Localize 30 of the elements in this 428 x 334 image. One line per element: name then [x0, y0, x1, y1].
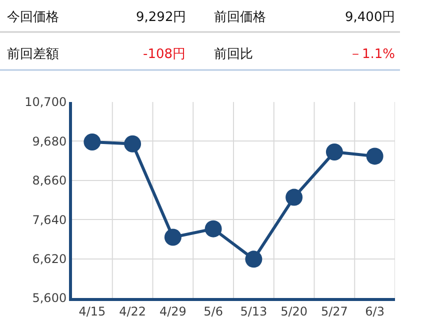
point — [204, 220, 222, 238]
point — [124, 135, 142, 152]
x-tick-label: 5/6 — [204, 304, 223, 318]
x-tick-label: 5/20 — [280, 304, 308, 318]
x-tick-label: 4/22 — [119, 304, 146, 318]
text: －1.1% — [349, 47, 396, 62]
point — [286, 188, 303, 206]
point — [245, 250, 262, 268]
point — [164, 228, 182, 246]
y-tick-label: 8,660 — [32, 174, 67, 188]
text: 前回価格 — [214, 10, 266, 25]
y-tick-label: 5,600 — [32, 291, 67, 306]
text: 前回差額 — [7, 47, 59, 62]
point — [326, 143, 343, 160]
text: 前回比 — [214, 47, 253, 62]
point — [366, 148, 384, 165]
text: 9,400円 — [345, 10, 396, 25]
x-tick-label: 5/13 — [240, 304, 268, 318]
y-tick-label: 9,680 — [32, 134, 67, 148]
y-tick-label: 7,640 — [32, 212, 67, 227]
x-tick-label: 6/3 — [365, 304, 384, 318]
point — [84, 133, 101, 150]
y-tick-label: 10,700 — [24, 95, 67, 110]
x-tick-label: 4/15 — [78, 304, 106, 318]
y-tick-label: 6,620 — [32, 252, 67, 266]
text: 9,292円 — [136, 10, 186, 25]
text: 今回価格 — [7, 10, 59, 25]
x-tick-label: 5/27 — [320, 304, 348, 318]
x-tick-label: 4/29 — [159, 304, 186, 318]
text: -108円 — [143, 47, 186, 62]
